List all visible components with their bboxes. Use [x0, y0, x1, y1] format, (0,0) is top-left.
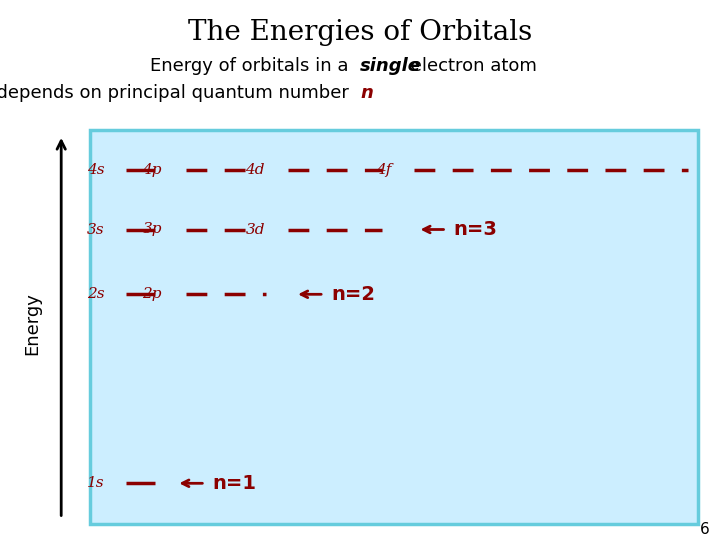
Text: 3s: 3s — [87, 222, 104, 237]
Text: n=3: n=3 — [454, 220, 498, 239]
Text: Energy of orbitals in a: Energy of orbitals in a — [150, 57, 360, 75]
Text: n: n — [360, 84, 373, 102]
Text: 3d: 3d — [246, 222, 265, 237]
Text: 6: 6 — [699, 522, 709, 537]
Text: Energy: Energy — [23, 293, 42, 355]
Text: The Energies of Orbitals: The Energies of Orbitals — [188, 19, 532, 46]
Text: 4f: 4f — [376, 163, 391, 177]
Text: n=2: n=2 — [331, 285, 375, 304]
Text: 3p: 3p — [143, 222, 162, 237]
Text: electron atom: electron atom — [405, 57, 536, 75]
FancyBboxPatch shape — [90, 130, 698, 524]
Text: Energy only depends on principal quantum number: Energy only depends on principal quantum… — [0, 84, 360, 102]
Text: 2p: 2p — [143, 287, 162, 301]
Text: 4d: 4d — [246, 163, 265, 177]
Text: 4p: 4p — [143, 163, 162, 177]
Text: n=1: n=1 — [212, 474, 256, 493]
Text: 1s: 1s — [87, 476, 104, 490]
Text: single: single — [360, 57, 421, 75]
Text: 4s: 4s — [87, 163, 104, 177]
Text: 2s: 2s — [87, 287, 104, 301]
